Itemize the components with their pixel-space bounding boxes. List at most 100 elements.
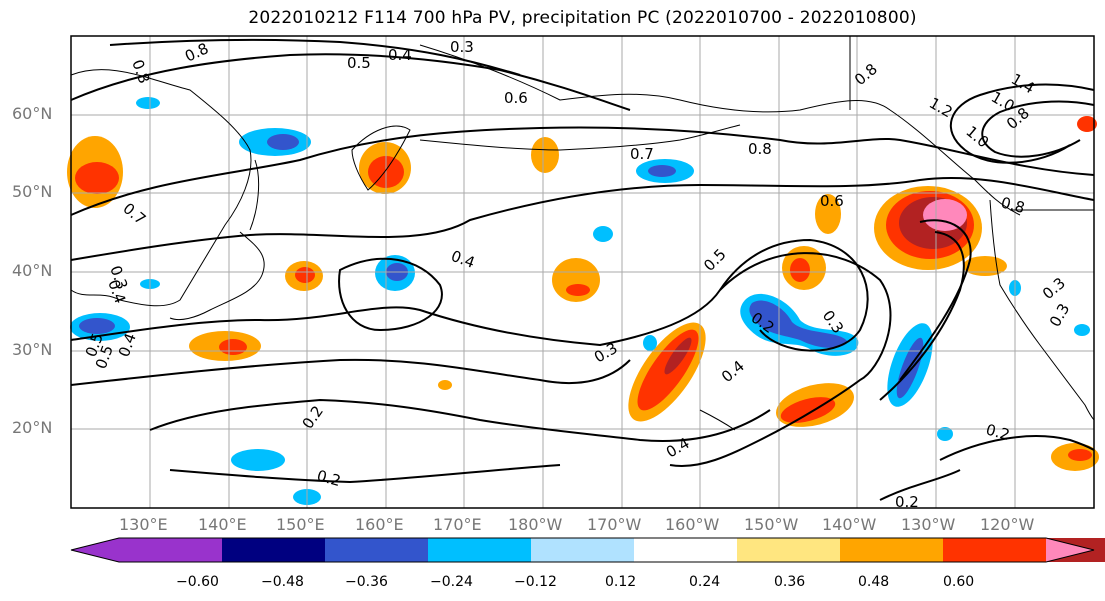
colorbar-swatch (840, 538, 943, 562)
pv-contour (149, 398, 771, 442)
colorbar-outline (70, 537, 1095, 563)
precip-blob-positive (219, 339, 247, 355)
contour-label: 0.2 (315, 466, 343, 490)
pv-contour (338, 257, 443, 332)
map-title: 2022010212 F114 700 hPa PV, precipitatio… (248, 8, 917, 28)
pv-contour (70, 177, 1095, 261)
contour-label: 0.4 (388, 46, 412, 64)
lat-label-40n: 40°N (12, 261, 53, 280)
precip-blob-positive (438, 380, 452, 390)
contour-label: 0.5 (347, 54, 371, 72)
lat-label-30n: 30°N (12, 340, 53, 359)
contour-label: 0.8 (999, 193, 1027, 217)
precip-blob-positive (566, 284, 590, 296)
pv-contour (949, 83, 1095, 164)
colorbar-swatch (737, 538, 840, 562)
colorbar-tick: −0.60 (176, 574, 219, 590)
precip-blob-positive (1068, 449, 1092, 461)
pv-contour (879, 231, 965, 401)
lat-label-60n: 60°N (12, 104, 53, 123)
lat-label-20n: 20°N (12, 418, 53, 437)
colorbar-swatch (531, 538, 634, 562)
lon-label-140e: 140°E (198, 515, 247, 534)
precip-blob-negative (593, 226, 613, 242)
lon-label-170w: 170°W (587, 515, 642, 534)
precip-blob-negative (648, 165, 676, 177)
colorbar-swatch (634, 538, 737, 562)
lon-label-130e: 130°E (119, 515, 168, 534)
precip-blob-positive (790, 258, 810, 282)
lon-label-160e: 160°E (355, 515, 404, 534)
colorbar-extend-low (71, 538, 119, 562)
colorbar-swatch (943, 538, 1046, 562)
precip-blob-positive (923, 199, 967, 231)
lon-label-130w: 130°W (901, 515, 956, 534)
contour-label: 0.7 (630, 145, 654, 163)
coast-sakhalin (249, 159, 260, 231)
contour-label: 0.2 (895, 493, 919, 511)
map-frame (70, 35, 1095, 509)
lon-label-150w: 150°W (744, 515, 799, 534)
precip-blob-positive (664, 337, 692, 375)
colorbar-tick: 0.60 (943, 574, 975, 590)
colorbar-swatch (428, 538, 531, 562)
lon-label-150e: 150°E (276, 515, 325, 534)
lon-label-120w: 120°W (980, 515, 1035, 534)
coastlines (70, 36, 1095, 431)
colorbar-extend-high (1046, 538, 1094, 562)
pv-contour (669, 252, 892, 467)
lon-label-160w: 160°W (665, 515, 720, 534)
precip-blob-positive (1077, 116, 1097, 132)
colorbar-tick: 0.36 (774, 574, 806, 590)
precip-blob-negative (937, 427, 953, 441)
pv-contours (70, 38, 1095, 501)
lon-label-140w: 140°W (822, 515, 877, 534)
coast-alaska (419, 44, 1021, 216)
precip-blob-positive (780, 397, 836, 423)
coast-kamchatka (351, 125, 411, 191)
precip-blob-negative (136, 97, 160, 109)
coast-japan (169, 231, 265, 321)
colorbar-tick: −0.12 (514, 574, 557, 590)
pv-contour (70, 358, 631, 386)
pv-contour (70, 238, 869, 352)
coast-aleutians (419, 124, 741, 151)
pv-contour (109, 38, 521, 76)
precip-blob-positive (75, 162, 119, 194)
colorbar-swatch (325, 538, 428, 562)
colorbar-tick: 0.48 (858, 574, 890, 590)
contour-label: 0.6 (820, 192, 844, 210)
colorbar-tick: −0.48 (261, 574, 304, 590)
precip-blob-negative (79, 318, 115, 334)
precipitation-shading (67, 97, 1099, 505)
pv-contour (939, 435, 1095, 461)
colorbar-tick: 0.24 (689, 574, 721, 590)
contour-label: 0.6 (504, 89, 528, 107)
precip-blob-negative (643, 335, 657, 351)
precip-blob-positive (815, 194, 841, 234)
pv-contour (70, 126, 1095, 216)
precip-blob-negative (1074, 324, 1090, 336)
lon-label-180w: 180°W (508, 515, 563, 534)
colorbar-swatch (222, 538, 325, 562)
pv-contour (169, 464, 561, 484)
pv-contour (899, 219, 972, 381)
pv-contour (981, 100, 1095, 158)
colorbar-tick: −0.36 (345, 574, 388, 590)
contour-label: 0.3 (450, 38, 474, 56)
colorbar-tick: 0.12 (605, 574, 637, 590)
colorbar-tick: −0.24 (430, 574, 473, 590)
colorbar-swatch (119, 538, 222, 562)
precip-blob-negative (267, 134, 299, 150)
precip-blob-positive (531, 137, 559, 173)
lat-label-50n: 50°N (12, 182, 53, 201)
precip-blob-negative (231, 449, 285, 471)
lon-label-170e: 170°E (433, 515, 482, 534)
coast-na-west (989, 199, 1095, 421)
precip-blob-positive (295, 267, 315, 283)
pv-contour (879, 469, 961, 501)
pv-contour (70, 53, 631, 111)
precip-blob-negative (749, 300, 848, 348)
coast-hawaii (699, 409, 736, 431)
